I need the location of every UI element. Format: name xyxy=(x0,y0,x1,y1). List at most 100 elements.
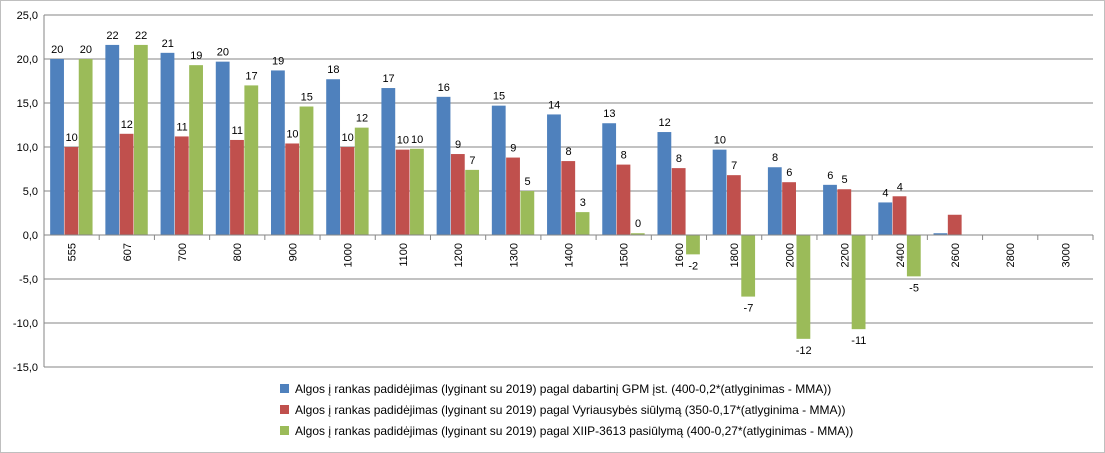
data-label: 10 xyxy=(714,135,726,147)
bar xyxy=(520,191,535,235)
bar xyxy=(796,235,811,339)
data-label: 17 xyxy=(245,70,257,82)
bar xyxy=(491,105,506,235)
bar xyxy=(299,106,314,236)
data-label: 12 xyxy=(658,117,670,129)
x-tick-label: 1200 xyxy=(453,243,465,267)
legend-label-series-3: Algos į rankas padidėjimas (lyginant su … xyxy=(295,423,854,438)
bar xyxy=(741,235,756,297)
x-tick-label: 2000 xyxy=(784,243,796,267)
y-tick-label: 20,0 xyxy=(17,54,38,66)
x-tick-label: 3000 xyxy=(1060,243,1072,267)
bar xyxy=(837,189,852,235)
x-tick-label: 900 xyxy=(287,243,299,261)
x-tick-label: 1600 xyxy=(674,243,686,267)
data-label: 12 xyxy=(121,119,133,131)
x-tick-label: 1000 xyxy=(343,243,355,267)
bar xyxy=(78,59,93,235)
x-tick-label: 800 xyxy=(232,243,244,261)
x-tick-label: 2800 xyxy=(1005,243,1017,267)
y-tick-label: 15,0 xyxy=(17,98,38,110)
y-tick-label: -5,0 xyxy=(19,274,38,286)
bar xyxy=(561,161,576,235)
y-tick-label: 0,0 xyxy=(23,230,38,242)
data-label: 13 xyxy=(603,108,615,120)
y-tick-label: 25,0 xyxy=(17,10,38,22)
data-label: 7 xyxy=(469,155,475,167)
x-tick-label: 2600 xyxy=(950,243,962,267)
data-label: 4 xyxy=(897,181,903,193)
bar xyxy=(657,132,672,235)
bar xyxy=(270,70,285,235)
data-label: 20 xyxy=(217,47,229,59)
data-label: 10 xyxy=(397,135,409,147)
data-label: 21 xyxy=(162,38,174,50)
data-label: -2 xyxy=(688,260,698,272)
bar xyxy=(823,184,837,235)
legend-label-series-1: Algos į rankas padidėjimas (lyginant su … xyxy=(295,381,832,396)
bar xyxy=(671,168,686,235)
bar xyxy=(878,202,893,235)
data-label: 10 xyxy=(65,132,77,144)
bar xyxy=(395,149,410,235)
bar xyxy=(244,85,259,236)
legend-label-series-2: Algos į rankas padidėjimas (lyginant su … xyxy=(295,402,846,417)
bar xyxy=(851,235,866,330)
bar xyxy=(64,147,79,235)
y-tick-label: 5,0 xyxy=(23,186,38,198)
bar xyxy=(230,139,244,235)
bar xyxy=(575,212,590,235)
x-tick-label: 700 xyxy=(177,243,189,261)
data-label: 8 xyxy=(772,152,778,164)
data-label: 17 xyxy=(382,73,394,85)
bar xyxy=(215,61,230,235)
bar xyxy=(326,79,341,236)
data-label: 18 xyxy=(327,64,339,76)
bar xyxy=(547,114,561,235)
bar xyxy=(174,136,189,235)
bar xyxy=(782,182,796,235)
bar xyxy=(947,214,962,235)
x-tick-label: 1400 xyxy=(564,243,576,267)
data-label: 8 xyxy=(621,150,627,162)
x-tick-label: 607 xyxy=(122,243,134,261)
y-tick-label: 10,0 xyxy=(17,142,38,154)
legend-swatch-series-1 xyxy=(280,384,289,393)
data-label: 22 xyxy=(106,30,118,42)
x-tick-label: 1500 xyxy=(619,243,631,267)
data-label: 6 xyxy=(827,170,833,182)
bar xyxy=(616,164,631,235)
data-label: 11 xyxy=(176,121,187,133)
data-label: 20 xyxy=(51,44,63,56)
legend: Algos į rankas padidėjimas (lyginant su … xyxy=(280,378,900,441)
data-label: 8 xyxy=(676,153,682,165)
legend-swatch-series-3 xyxy=(280,426,289,435)
y-tick-label: -15,0 xyxy=(13,362,38,374)
legend-item-series-3: Algos į rankas padidėjimas (lyginant su … xyxy=(280,420,900,441)
data-label: 19 xyxy=(272,55,284,67)
legend-swatch-series-2 xyxy=(280,405,289,414)
data-label: 14 xyxy=(548,99,560,111)
bar xyxy=(436,96,451,235)
bar xyxy=(726,175,741,235)
data-label: 20 xyxy=(80,44,92,56)
data-label: 16 xyxy=(438,82,450,94)
x-tick-label: 1100 xyxy=(398,243,410,267)
data-label: 5 xyxy=(525,176,531,188)
bar xyxy=(340,147,355,235)
data-label: 22 xyxy=(135,30,147,42)
bar xyxy=(933,233,948,235)
data-label: 15 xyxy=(301,92,313,104)
bar xyxy=(50,59,64,235)
bar xyxy=(354,127,369,235)
bar xyxy=(450,154,465,235)
x-tick-label: 1800 xyxy=(729,243,741,267)
bar-chart: -15,0 -10,0 -5,0 0,0 5,0 10,0 15,0 20,0 25,0 555 6… xyxy=(13,10,1094,374)
bar xyxy=(119,133,134,235)
data-label: -11 xyxy=(851,335,866,347)
bar xyxy=(712,149,727,235)
x-tick-label: 555 xyxy=(67,243,79,261)
bar xyxy=(630,233,645,235)
legend-item-series-2: Algos į rankas padidėjimas (lyginant su … xyxy=(280,399,900,420)
